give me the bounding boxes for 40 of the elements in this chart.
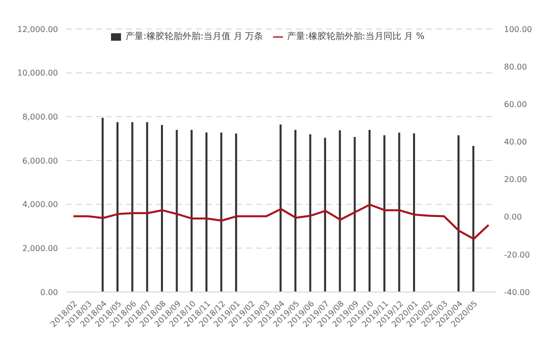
y2-tick-label: 0.00 [504,212,522,222]
y-tick-label: 8,000.00 [22,112,58,122]
bar [190,130,193,292]
y2-tick-label: -40.00 [504,288,530,297]
bar [131,122,134,292]
bar [324,138,326,292]
bar [413,133,416,292]
bar [458,135,460,292]
y-tick-label: 2,000.00 [22,244,58,254]
bar [220,132,222,292]
bar [309,134,312,292]
y2-tick-label: 40.00 [504,138,527,147]
legend-label: 产量:橡胶轮胎外胎:当月值 月 万条 [125,32,264,42]
y-tick-label: 10,000.00 [17,68,58,78]
bar [398,132,400,292]
bar [205,132,208,292]
y2-tick-label: 20.00 [504,175,527,184]
bar [116,122,118,292]
bar [368,130,371,292]
y2-tick-label: 60.00 [504,100,527,109]
bar [280,124,282,292]
y-tick-label: 6,000.00 [22,156,58,166]
y-tick-label: 4,000.00 [22,200,58,210]
y-tick-label: 12,000.00 [17,24,58,34]
bar [294,130,296,292]
bar [102,118,104,292]
bar [176,130,178,292]
line-series [72,204,490,240]
bar [160,124,163,292]
bar [354,137,356,292]
bar [472,146,474,292]
y-tick-label: 0.00 [40,288,58,297]
bar [338,130,341,292]
bar [235,134,238,292]
y2-tick-label: 100.00 [504,24,532,34]
legend-label: 产量:橡胶轮胎外胎:当月同比 月 % [287,32,425,42]
y2-tick-label: 80.00 [504,62,527,72]
bar [146,122,148,292]
bar [383,135,386,292]
y2-tick-label: -20.00 [504,250,530,260]
